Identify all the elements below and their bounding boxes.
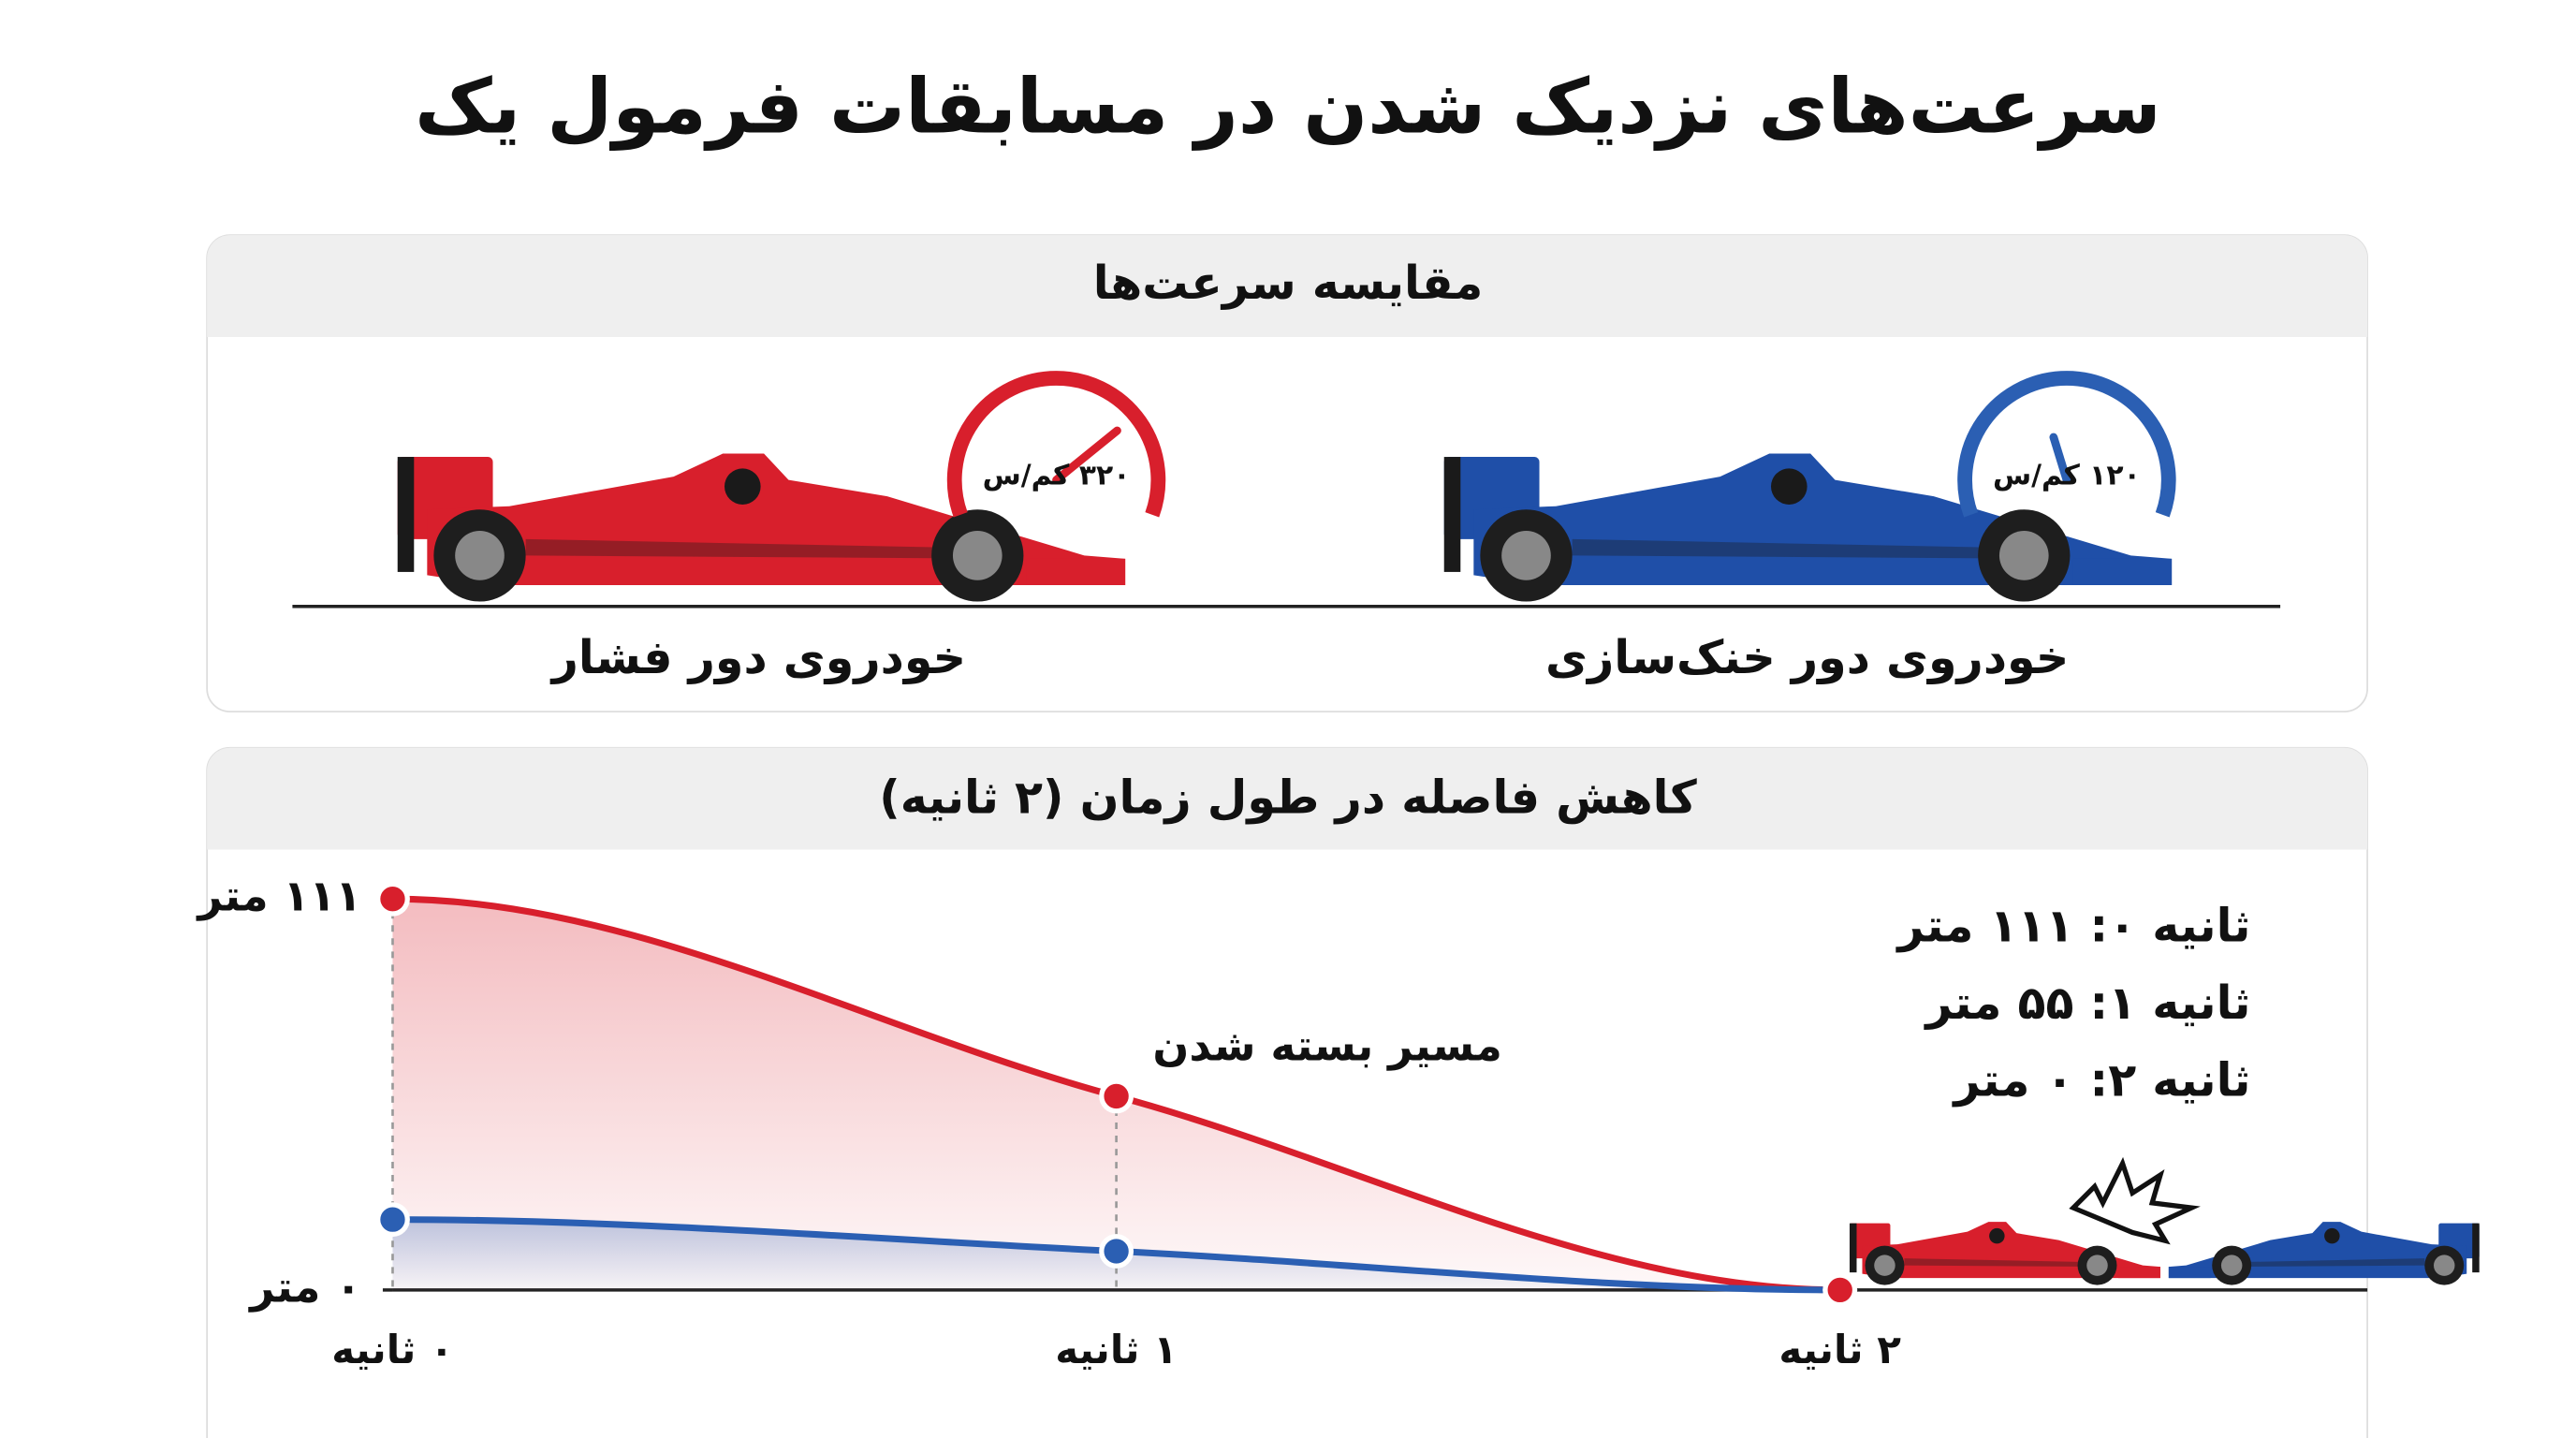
panel-title: مقایسه سرعت‌ها xyxy=(1093,256,1483,310)
car-label: خودروی دور خنک‌سازی xyxy=(1545,630,2069,685)
y-tick-label: ۰ متر xyxy=(248,1262,361,1312)
data-point xyxy=(1822,1272,1858,1308)
data-point xyxy=(1099,1078,1134,1114)
car-label: خودروی دور فشار xyxy=(549,630,966,685)
blue-gauge xyxy=(1957,371,2176,518)
annotation: مسیر بسته شدن xyxy=(1152,1020,1501,1070)
data-point xyxy=(1099,1234,1134,1269)
series-area xyxy=(392,899,1840,1290)
annotation: ثانیه ۲: ۰ متر xyxy=(1951,1052,2250,1107)
panel-header xyxy=(207,747,2368,850)
chart-title: کاهش فاصله در طول زمان (۲ ثانیه) xyxy=(879,770,1697,824)
crash-icon xyxy=(1849,1156,2480,1285)
speed-label: ۱۲۰ کم/س xyxy=(1993,460,2141,492)
y-tick-label: ۱۱۱ متر xyxy=(196,872,361,921)
data-point xyxy=(375,881,410,917)
page-title: سرعت‌های نزدیک شدن در مسابقات فرمول یک xyxy=(415,63,2161,151)
speed-label: ۳۲۰ کم/س xyxy=(983,460,1131,492)
data-point xyxy=(375,1202,410,1238)
x-tick-label: ۰ ثانیه xyxy=(331,1327,454,1372)
annotation: ثانیه ۱: ۵۵ متر xyxy=(1923,976,2250,1030)
x-tick-label: ۱ ثانیه xyxy=(1055,1327,1178,1372)
red-gauge xyxy=(946,371,1166,518)
x-tick-label: ۲ ثانیه xyxy=(1778,1327,1901,1372)
panel-header xyxy=(207,235,2368,337)
annotation: ثانیه ۰: ۱۱۱ متر xyxy=(1895,898,2250,952)
